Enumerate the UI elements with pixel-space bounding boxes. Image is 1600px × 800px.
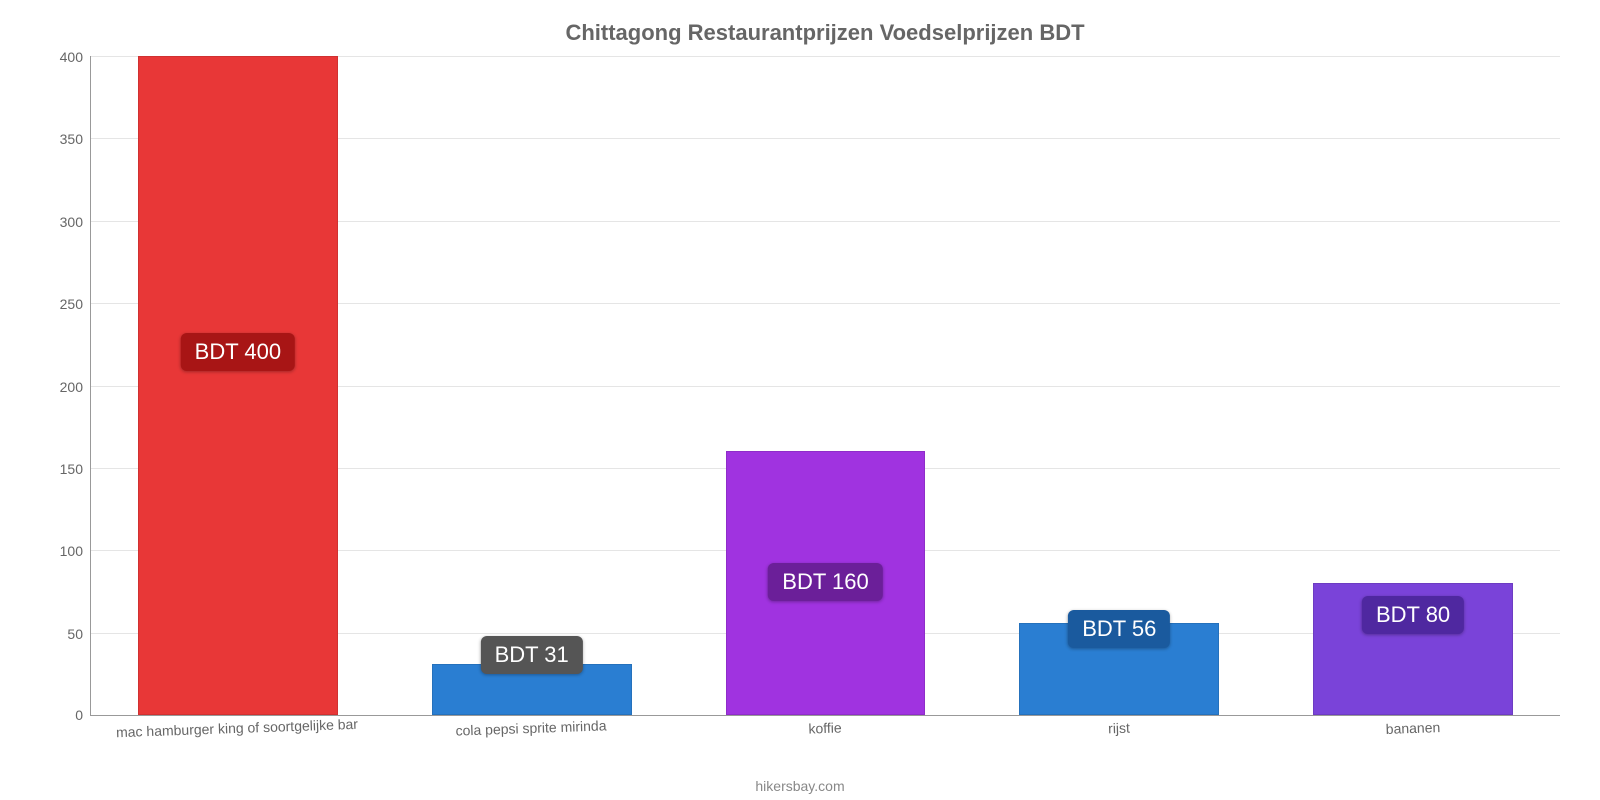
- bars-group: BDT 400 BDT 31 BDT 160 BDT 56 BDT 80: [91, 56, 1560, 715]
- bar-slot: BDT 31: [385, 56, 679, 715]
- ytick-label: 150: [60, 461, 83, 477]
- ytick-label: 0: [75, 707, 83, 723]
- x-axis-labels: mac hamburger king of soortgelijke barco…: [90, 720, 1560, 736]
- bar-slot: BDT 80: [1266, 56, 1560, 715]
- bar: [138, 56, 338, 715]
- ytick-label: 100: [60, 543, 83, 559]
- x-axis-label: koffie: [678, 715, 972, 741]
- bar-value-badge: BDT 56: [1068, 610, 1170, 648]
- x-axis-label: bananen: [1266, 715, 1560, 741]
- bar-value-badge: BDT 31: [481, 636, 583, 674]
- attribution-text: hikersbay.com: [0, 778, 1600, 794]
- x-axis-label: rijst: [972, 715, 1266, 741]
- ytick-label: 350: [60, 131, 83, 147]
- bar-slot: BDT 400: [91, 56, 385, 715]
- bar-value-badge: BDT 80: [1362, 596, 1464, 634]
- ytick-label: 200: [60, 379, 83, 395]
- chart-title: Chittagong Restaurantprijzen Voedselprij…: [90, 20, 1560, 46]
- bar-slot: BDT 160: [679, 56, 973, 715]
- ytick-label: 300: [60, 214, 83, 230]
- ytick-label: 400: [60, 49, 83, 65]
- bar-value-badge: BDT 400: [181, 333, 295, 371]
- chart-container: Chittagong Restaurantprijzen Voedselprij…: [0, 0, 1600, 800]
- x-axis-label: cola pepsi sprite mirinda: [384, 715, 678, 741]
- x-axis-label: mac hamburger king of soortgelijke bar: [90, 715, 384, 741]
- bar-slot: BDT 56: [972, 56, 1266, 715]
- ytick-label: 250: [60, 296, 83, 312]
- ytick-label: 50: [67, 626, 83, 642]
- bar-value-badge: BDT 160: [768, 563, 882, 601]
- plot-area: 050100150200250300350400 BDT 400BDT 31BD…: [90, 56, 1560, 716]
